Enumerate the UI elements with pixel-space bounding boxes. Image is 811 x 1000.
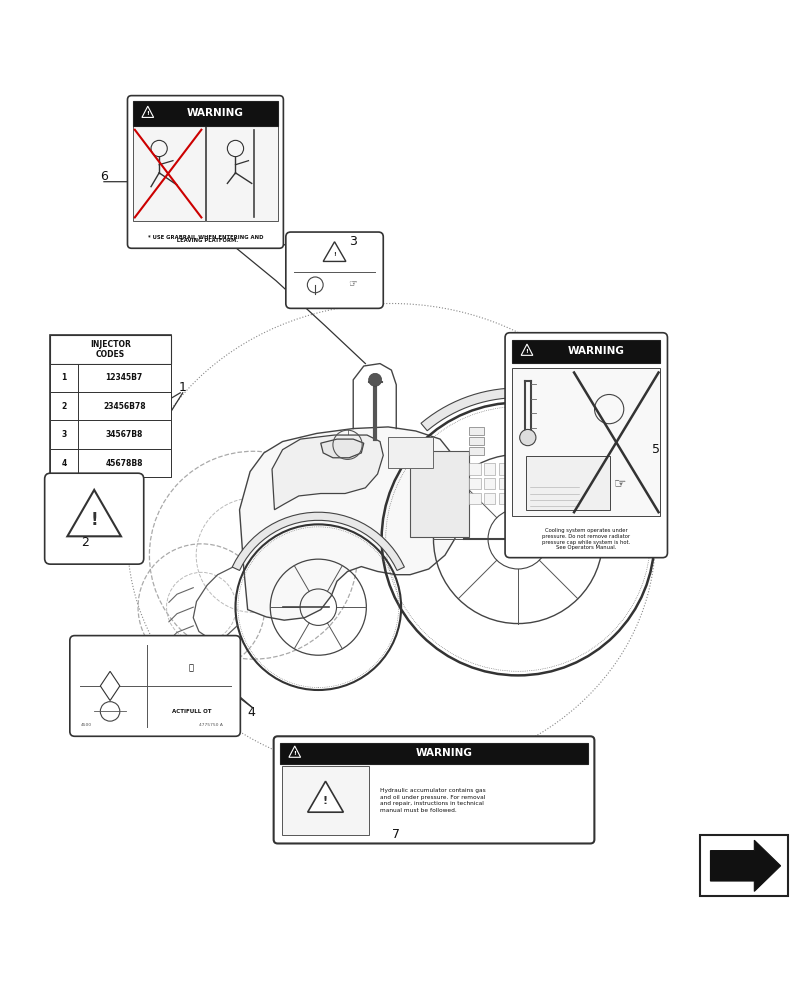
Bar <box>388 437 432 468</box>
Bar <box>469 437 483 445</box>
Bar <box>469 427 483 435</box>
Polygon shape <box>307 781 343 812</box>
Text: WARNING: WARNING <box>414 748 472 758</box>
Polygon shape <box>232 512 404 570</box>
Bar <box>469 447 483 455</box>
FancyBboxPatch shape <box>127 96 283 248</box>
Bar <box>498 463 509 475</box>
Bar <box>280 743 587 764</box>
Bar <box>483 493 495 504</box>
Text: WARNING: WARNING <box>187 108 243 118</box>
Bar <box>483 463 495 475</box>
Bar <box>410 451 468 537</box>
Circle shape <box>519 429 535 446</box>
Bar <box>50 364 170 392</box>
Polygon shape <box>710 840 779 891</box>
Text: 12345B7: 12345B7 <box>105 373 143 382</box>
Bar <box>133 126 204 221</box>
Text: WARNING: WARNING <box>567 346 624 356</box>
Text: FARMALL: FARMALL <box>624 528 629 550</box>
Text: !: ! <box>333 252 336 257</box>
Text: !: ! <box>90 511 98 529</box>
Polygon shape <box>67 490 121 536</box>
Bar <box>50 449 170 477</box>
Text: 3: 3 <box>62 430 67 439</box>
Bar <box>206 126 277 221</box>
Text: !: ! <box>323 796 328 806</box>
Text: ☞: ☞ <box>347 279 356 289</box>
Text: 4: 4 <box>247 706 255 719</box>
Text: 45678B8: 45678B8 <box>105 459 143 468</box>
Text: !: ! <box>146 111 149 116</box>
FancyBboxPatch shape <box>285 232 383 308</box>
Circle shape <box>368 373 381 386</box>
Bar <box>281 766 369 835</box>
Polygon shape <box>101 671 120 701</box>
Text: 34567B8: 34567B8 <box>105 430 143 439</box>
Bar <box>50 392 170 420</box>
Text: 23456B78: 23456B78 <box>103 402 145 411</box>
Bar <box>50 420 170 449</box>
Bar <box>50 335 170 477</box>
Bar <box>469 493 480 504</box>
Polygon shape <box>289 746 300 757</box>
Bar <box>498 478 509 489</box>
Text: 6: 6 <box>100 170 108 183</box>
Text: Hydraulic accumulator contains gas
and oil under pressure. For removal
and repai: Hydraulic accumulator contains gas and o… <box>380 788 485 813</box>
Text: 1: 1 <box>178 381 187 394</box>
Text: 4500: 4500 <box>81 723 92 727</box>
Bar <box>512 368 659 516</box>
Polygon shape <box>142 106 153 117</box>
Polygon shape <box>323 242 345 261</box>
Bar <box>526 456 609 510</box>
FancyBboxPatch shape <box>70 636 240 736</box>
FancyBboxPatch shape <box>504 333 667 558</box>
Bar <box>483 478 495 489</box>
Bar <box>469 478 480 489</box>
Text: ☞: ☞ <box>613 476 625 490</box>
Bar <box>513 463 524 475</box>
Text: 3: 3 <box>349 235 357 248</box>
Text: !: ! <box>293 751 296 756</box>
Text: 7: 7 <box>392 828 400 841</box>
Bar <box>513 493 524 504</box>
Bar <box>512 340 659 363</box>
FancyBboxPatch shape <box>273 736 594 843</box>
Text: * USE GRABRAIL WHEN ENTERING AND: * USE GRABRAIL WHEN ENTERING AND <box>148 235 263 240</box>
FancyBboxPatch shape <box>45 473 144 564</box>
Text: LEAVING PLATFORM.: LEAVING PLATFORM. <box>173 238 238 243</box>
Bar <box>498 493 509 504</box>
Text: 5: 5 <box>651 443 659 456</box>
Bar <box>469 463 480 475</box>
Text: 2: 2 <box>62 402 67 411</box>
Text: 2: 2 <box>81 536 89 549</box>
Polygon shape <box>320 439 363 458</box>
Polygon shape <box>272 435 383 510</box>
Text: 1: 1 <box>62 373 67 382</box>
Text: !: ! <box>525 349 528 354</box>
Bar <box>699 835 787 896</box>
Text: INJECTOR
CODES: INJECTOR CODES <box>90 340 131 359</box>
Text: 📖: 📖 <box>188 663 194 672</box>
Bar <box>133 101 277 126</box>
Bar <box>513 478 524 489</box>
Polygon shape <box>239 427 464 620</box>
Polygon shape <box>521 344 532 355</box>
Text: ACTIFULL OT: ACTIFULL OT <box>171 709 211 714</box>
Text: 4775750 A: 4775750 A <box>199 723 222 727</box>
Text: Cooling system operates under
pressure. Do not remove radiator
pressure cap whil: Cooling system operates under pressure. … <box>542 528 629 550</box>
Bar <box>50 335 170 364</box>
Text: 4: 4 <box>62 459 67 468</box>
Polygon shape <box>420 388 648 468</box>
